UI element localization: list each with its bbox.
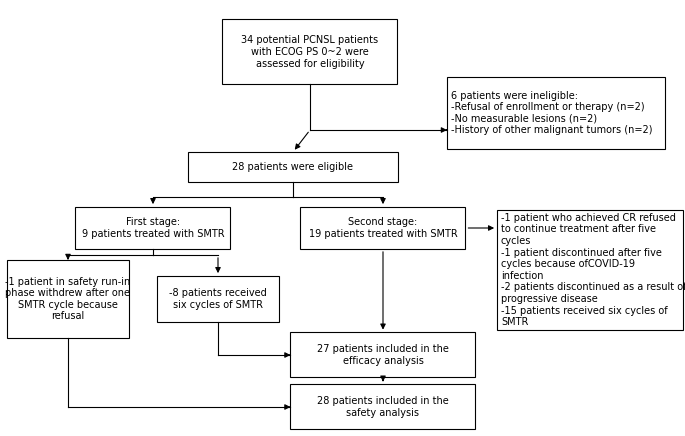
Text: Second stage:
19 patients treated with SMTR: Second stage: 19 patients treated with S… <box>309 217 458 239</box>
Text: -1 patient in safety run-in
phase withdrew after one
SMTR cycle because
refusal: -1 patient in safety run-in phase withdr… <box>5 276 131 321</box>
Text: First stage:
9 patients treated with SMTR: First stage: 9 patients treated with SMT… <box>82 217 224 239</box>
Bar <box>157 276 279 322</box>
Text: 34 potential PCNSL patients
with ECOG PS 0~2 were
assessed for eligibility: 34 potential PCNSL patients with ECOG PS… <box>241 35 379 68</box>
Text: 27 patients included in the
efficacy analysis: 27 patients included in the efficacy ana… <box>317 344 449 366</box>
Bar <box>447 77 665 149</box>
Bar <box>75 207 230 249</box>
Text: 28 patients were eligible: 28 patients were eligible <box>232 162 353 172</box>
Bar <box>290 385 475 429</box>
Text: 28 patients included in the
safety analysis: 28 patients included in the safety analy… <box>317 396 449 418</box>
Bar <box>188 152 398 182</box>
Text: 6 patients were ineligible:
-Refusal of enrollment or therapy (n=2)
-No measurab: 6 patients were ineligible: -Refusal of … <box>451 91 653 136</box>
Text: -8 patients received
six cycles of SMTR: -8 patients received six cycles of SMTR <box>169 288 267 310</box>
Bar <box>7 260 129 338</box>
Bar <box>497 210 683 330</box>
Bar <box>223 20 397 85</box>
Bar <box>290 333 475 378</box>
Text: -1 patient who achieved CR refused
to continue treatment after five
cycles
-1 pa: -1 patient who achieved CR refused to co… <box>501 213 685 327</box>
Bar <box>301 207 466 249</box>
